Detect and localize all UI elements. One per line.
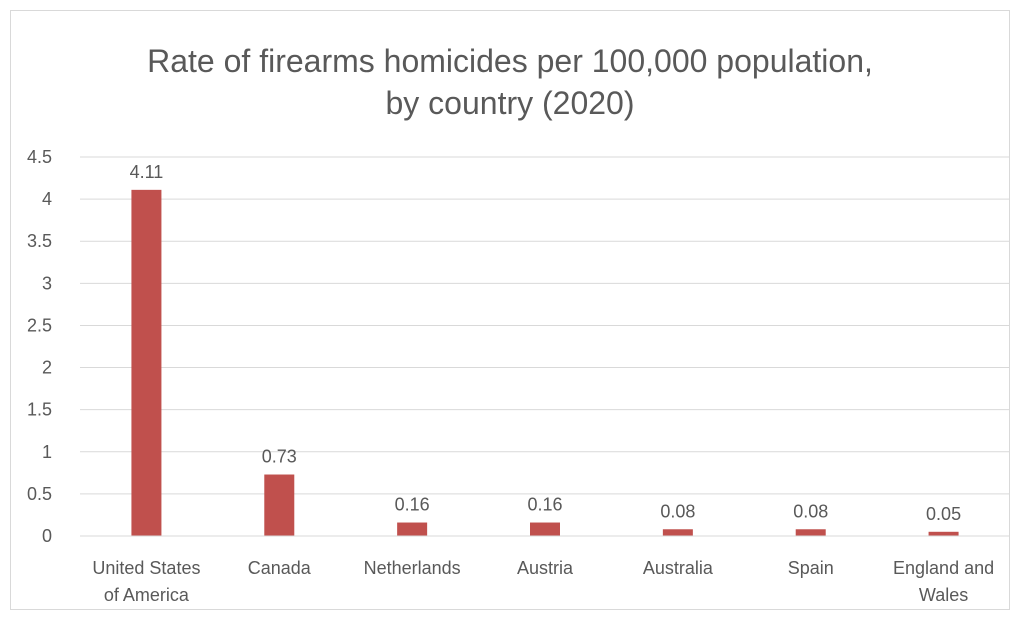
y-tick-label: 3.5 [27, 231, 52, 251]
chart-title-line-1: Rate of firearms homicides per 100,000 p… [147, 43, 873, 79]
bar [397, 522, 428, 536]
x-tick-label: Australia [643, 558, 714, 578]
x-tick-label: Canada [248, 558, 312, 578]
y-tick-label: 0.5 [27, 484, 52, 504]
y-tick-label: 1 [42, 442, 52, 462]
y-tick-label: 1.5 [27, 400, 52, 420]
y-tick-label: 3 [42, 273, 52, 293]
data-label: 0.73 [262, 447, 297, 467]
chart-title-line-2: by country (2020) [385, 85, 635, 121]
x-tick-label: Netherlands [364, 558, 461, 578]
x-tick-label: of America [104, 585, 190, 605]
chart-area [10, 10, 1010, 610]
bar [795, 529, 826, 536]
bar [264, 474, 295, 536]
data-label: 4.11 [130, 162, 164, 182]
data-label: 0.16 [395, 495, 430, 515]
x-tick-label: Wales [919, 585, 968, 605]
data-label: 0.08 [793, 501, 828, 521]
x-tick-label: United States [92, 558, 200, 578]
y-tick-label: 2.5 [27, 315, 52, 335]
y-tick-label: 2 [42, 358, 52, 378]
bar [530, 522, 560, 536]
x-tick-label: Spain [788, 558, 834, 578]
x-tick-label: England and [893, 558, 994, 578]
data-label: 0.05 [926, 504, 961, 524]
bar [662, 529, 693, 536]
y-tick-label: 4.5 [27, 147, 52, 167]
x-tick-label: Austria [517, 558, 574, 578]
y-tick-label: 0 [42, 526, 52, 546]
bar [928, 531, 959, 536]
data-label: 0.08 [660, 501, 695, 521]
chart-title: Rate of firearms homicides per 100,000 p… [10, 40, 1010, 124]
data-label: 0.16 [527, 495, 562, 515]
y-tick-label: 4 [42, 189, 52, 209]
bar [131, 189, 162, 536]
